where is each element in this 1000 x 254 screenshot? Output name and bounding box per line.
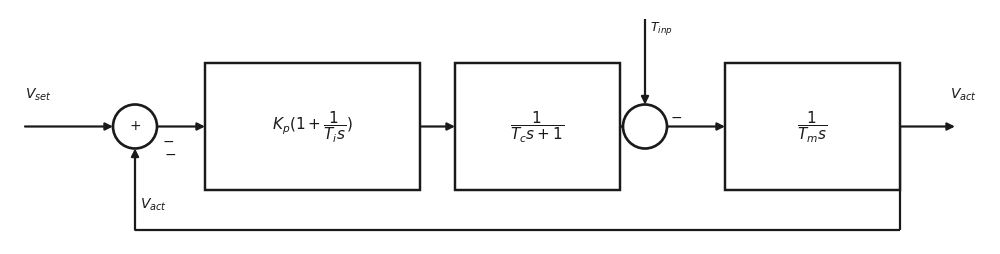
Text: $\dfrac{1}{T_c s+1}$: $\dfrac{1}{T_c s+1}$ — [510, 109, 565, 145]
Text: $-$: $-$ — [162, 133, 174, 147]
Bar — [725, 64, 900, 190]
Text: $V_{set}$: $V_{set}$ — [25, 87, 52, 103]
Text: $-$: $-$ — [164, 146, 176, 160]
Ellipse shape — [113, 105, 157, 149]
Ellipse shape — [623, 105, 667, 149]
Text: $\dfrac{1}{T_m s}$: $\dfrac{1}{T_m s}$ — [797, 109, 828, 145]
Text: $V_{act}$: $V_{act}$ — [950, 87, 977, 103]
Text: $-$: $-$ — [670, 109, 682, 123]
Text: $K_p(1+\dfrac{1}{T_i s})$: $K_p(1+\dfrac{1}{T_i s})$ — [272, 109, 353, 145]
Bar — [455, 64, 620, 190]
Text: $T_{inp}$: $T_{inp}$ — [650, 20, 673, 37]
Text: $V_{act}$: $V_{act}$ — [140, 196, 167, 212]
Text: +: + — [129, 119, 141, 133]
Bar — [205, 64, 420, 190]
